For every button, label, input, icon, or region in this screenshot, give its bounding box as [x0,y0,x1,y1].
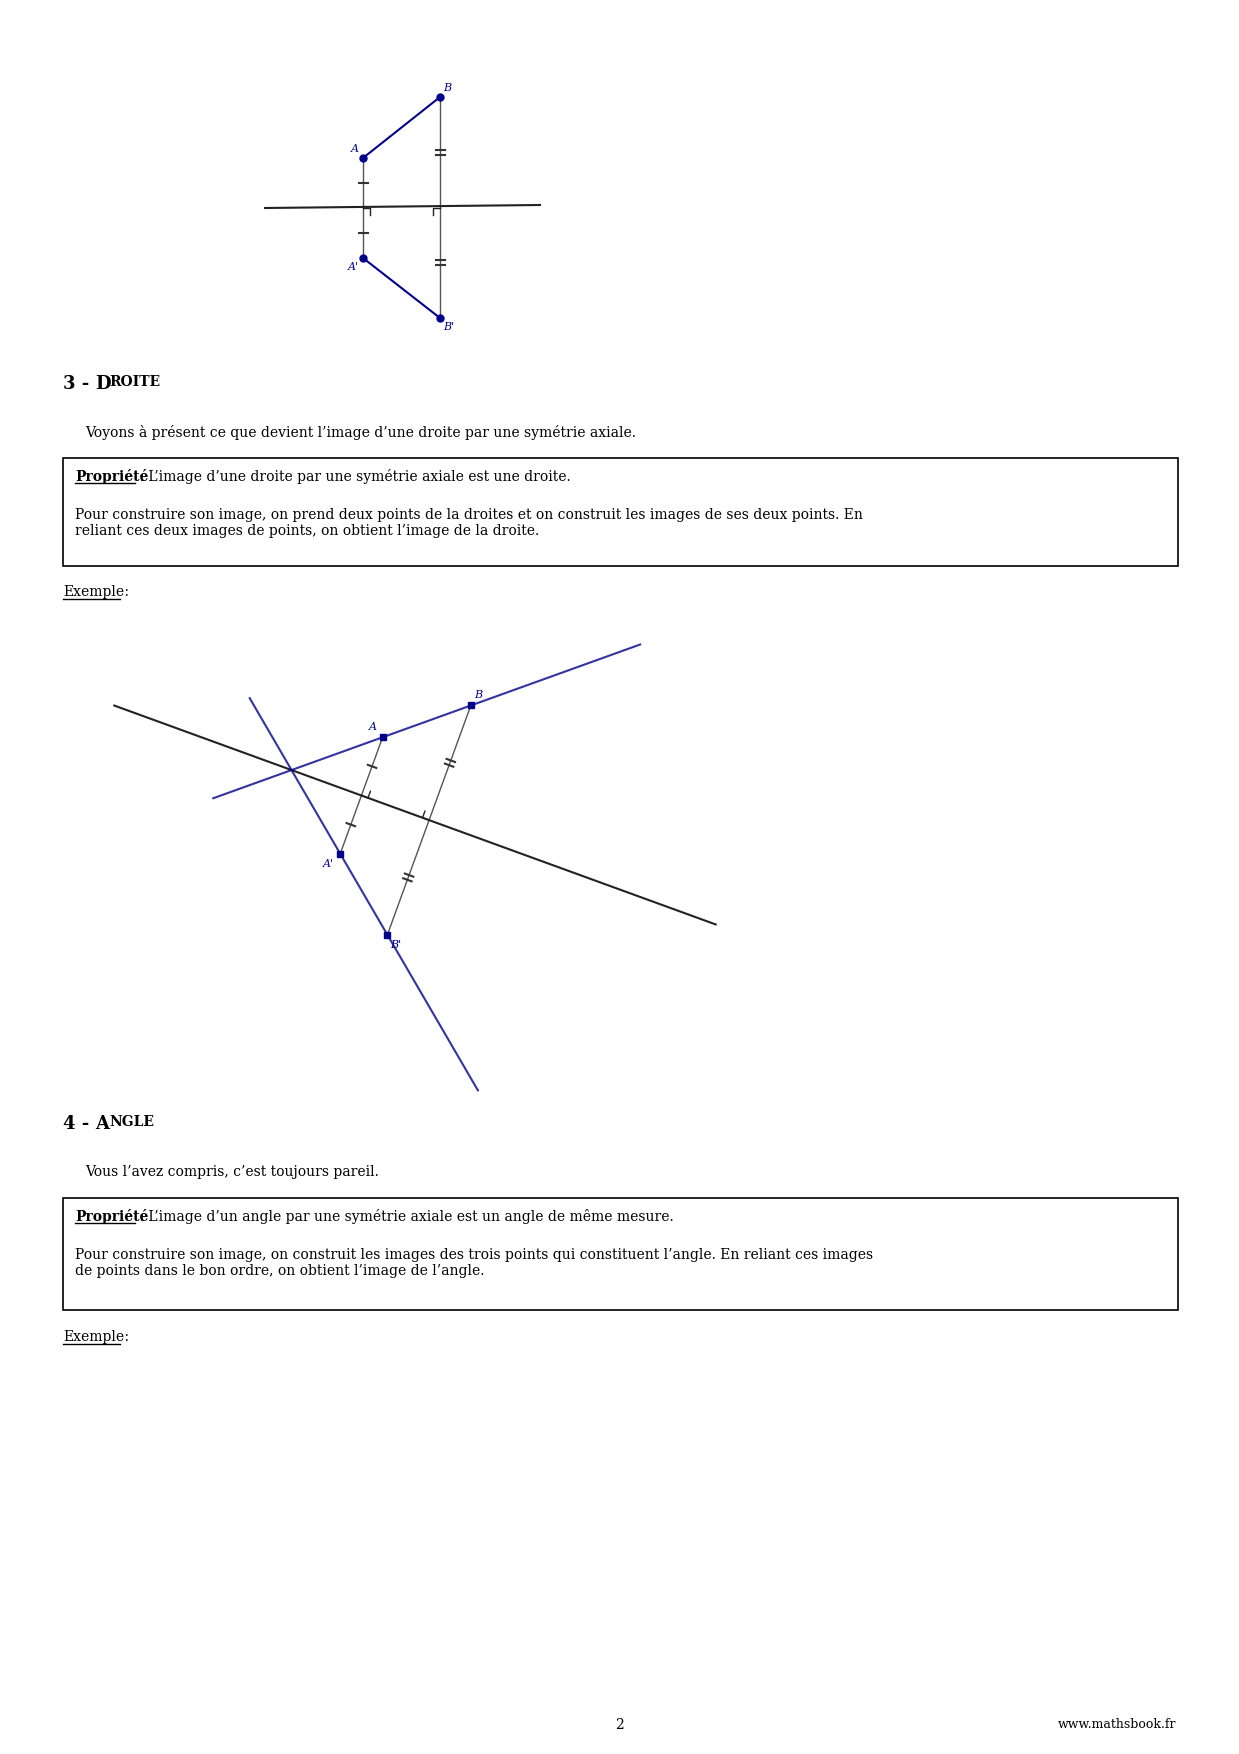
Text: : L’image d’une droite par une symétrie axiale est une droite.: : L’image d’une droite par une symétrie … [135,468,571,484]
FancyBboxPatch shape [63,1198,1178,1310]
Text: A': A' [323,859,335,868]
Text: Exemple: Exemple [63,1330,124,1344]
Text: A: A [351,144,359,154]
Text: www.mathsbook.fr: www.mathsbook.fr [1058,1717,1176,1731]
Text: Vous l’avez compris, c’est toujours pareil.: Vous l’avez compris, c’est toujours pare… [85,1165,379,1179]
FancyBboxPatch shape [63,458,1178,567]
Text: 2: 2 [615,1717,623,1731]
Text: ROITE: ROITE [109,375,160,389]
Text: B': B' [444,323,455,332]
Text: B': B' [390,940,401,949]
Text: 3 -: 3 - [63,375,95,393]
Text: :: : [120,1330,129,1344]
Text: A': A' [348,261,359,272]
Text: Pour construire son image, on prend deux points de la droites et on construit le: Pour construire son image, on prend deux… [76,509,862,538]
Text: NGLE: NGLE [109,1116,154,1130]
Text: A: A [95,1116,109,1133]
Text: 4 -: 4 - [63,1116,95,1133]
Text: A: A [369,723,377,731]
Text: Propriété: Propriété [76,468,149,484]
Text: : L’image d’un angle par une symétrie axiale est un angle de même mesure.: : L’image d’un angle par une symétrie ax… [135,1209,674,1224]
Text: Propriété: Propriété [76,1209,149,1224]
Text: :: : [120,586,129,600]
Text: B: B [444,82,451,93]
Text: B: B [473,691,482,700]
Text: Exemple: Exemple [63,586,124,600]
Text: Pour construire son image, on construit les images des trois points qui constitu: Pour construire son image, on construit … [76,1249,873,1279]
Text: Voyons à présent ce que devient l’image d’une droite par une symétrie axiale.: Voyons à présent ce que devient l’image … [85,424,636,440]
Text: D: D [95,375,110,393]
